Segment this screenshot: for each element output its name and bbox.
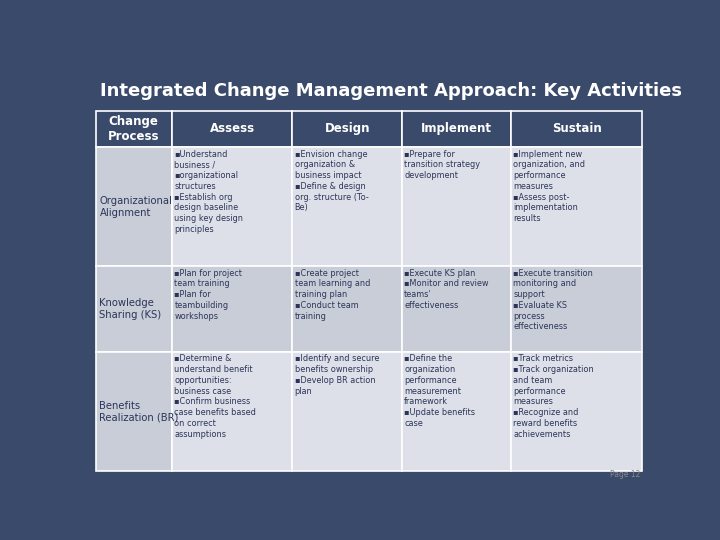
Text: ▪Envision change
organization &
business impact
▪Define & design
org. structure : ▪Envision change organization & business… <box>294 150 369 212</box>
Text: ▪Implement new
organization, and
performance
measures
▪Assess post-
implementati: ▪Implement new organization, and perform… <box>513 150 585 223</box>
Bar <box>96 352 172 471</box>
Text: ▪Track metrics
▪Track organization
and team
performance
measures
▪Recognize and
: ▪Track metrics ▪Track organization and t… <box>513 354 594 438</box>
Text: Page 12: Page 12 <box>611 469 641 478</box>
Text: ▪Understand
business /
▪organizational
structures
▪Establish org
design baseline: ▪Understand business / ▪organizational s… <box>174 150 243 234</box>
Bar <box>402 266 511 352</box>
Text: Benefits
Realization (BR): Benefits Realization (BR) <box>99 401 179 422</box>
Text: Integrated Change Management Approach: Key Activities: Integrated Change Management Approach: K… <box>100 82 682 100</box>
Text: ▪Create project
team learning and
training plan
▪Conduct team
training: ▪Create project team learning and traini… <box>294 269 370 321</box>
Text: Implement: Implement <box>421 123 492 136</box>
Bar <box>292 266 402 352</box>
Bar <box>96 147 172 266</box>
Text: Assess: Assess <box>210 123 255 136</box>
Text: Design: Design <box>325 123 370 136</box>
Text: ▪Prepare for
transition strategy
development: ▪Prepare for transition strategy develop… <box>404 150 480 180</box>
Text: ▪Plan for project
team training
▪Plan for
teambuilding
workshops: ▪Plan for project team training ▪Plan fo… <box>174 269 243 321</box>
Bar <box>292 352 402 471</box>
Text: Sustain: Sustain <box>552 123 602 136</box>
Bar <box>402 352 511 471</box>
Bar <box>511 111 642 147</box>
Text: ▪Define the
organization
performance
measurement
framework
▪Update benefits
case: ▪Define the organization performance mea… <box>404 354 475 428</box>
Text: ▪Execute transition
monitoring and
support
▪Evaluate KS
process
effectiveness: ▪Execute transition monitoring and suppo… <box>513 269 593 332</box>
Bar <box>511 352 642 471</box>
Bar <box>292 147 402 266</box>
Bar <box>172 266 292 352</box>
Bar <box>172 111 292 147</box>
Bar <box>172 147 292 266</box>
Bar <box>511 147 642 266</box>
Bar <box>292 111 402 147</box>
Bar <box>172 352 292 471</box>
Text: Change
Process: Change Process <box>108 114 160 143</box>
Text: ▪Identify and secure
benefits ownership
▪Develop BR action
plan: ▪Identify and secure benefits ownership … <box>294 354 379 396</box>
Text: Knowledge
Sharing (KS): Knowledge Sharing (KS) <box>99 298 161 320</box>
Bar <box>402 111 511 147</box>
Bar <box>511 266 642 352</box>
Bar <box>96 111 172 147</box>
Bar <box>402 147 511 266</box>
Bar <box>96 266 172 352</box>
Text: Organizational
Alignment: Organizational Alignment <box>99 195 172 218</box>
Text: ▪Execute KS plan
▪Monitor and review
teams'
effectiveness: ▪Execute KS plan ▪Monitor and review tea… <box>404 269 489 310</box>
Text: ▪Determine &
understand benefit
opportunities:
business case
▪Confirm business
c: ▪Determine & understand benefit opportun… <box>174 354 256 438</box>
